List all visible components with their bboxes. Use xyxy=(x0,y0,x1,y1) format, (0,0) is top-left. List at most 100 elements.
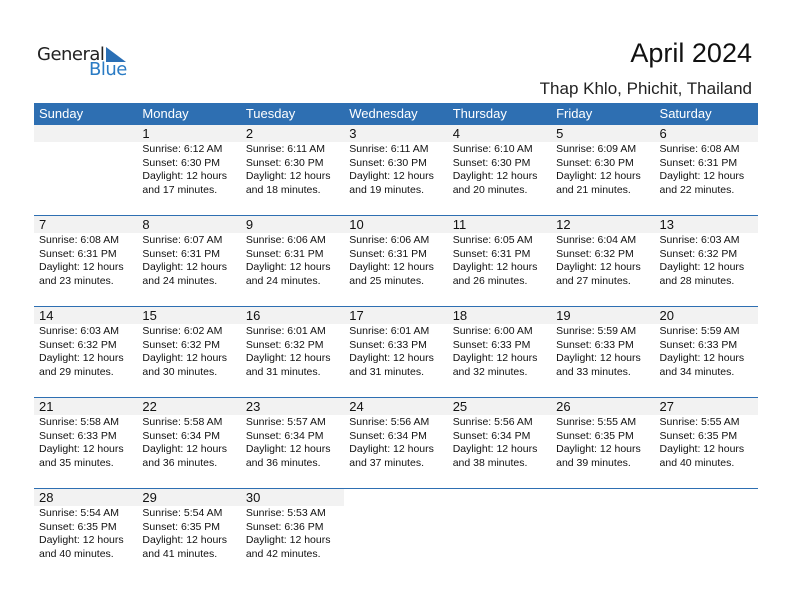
sunset-text: Sunset: 6:34 PM xyxy=(452,429,531,442)
sunrise-text: Sunrise: 6:08 AM xyxy=(39,234,119,246)
daylight2-text: and 42 minutes. xyxy=(245,547,321,560)
daylight2-text: and 31 minutes. xyxy=(349,365,424,378)
daylight2-text: and 21 minutes. xyxy=(556,183,631,196)
day-info: Sunrise: 6:00 AM Sunset: 6:33 PM Daylight:… xyxy=(448,324,551,379)
day-info: Sunrise: 5:55 AM Sunset: 6:35 PM Daylight:… xyxy=(551,415,654,470)
day-cell: 5 Sunrise: 6:09 AM Sunset: 6:30 PM Daylight… xyxy=(551,125,655,215)
daylight2-text: and 30 minutes. xyxy=(142,365,218,378)
day-cell: 23 Sunrise: 5:57 AM Sunset: 6:34 PM Dayligh… xyxy=(240,398,345,488)
sunrise-text: Sunrise: 6:05 AM xyxy=(452,234,533,246)
day-number: 1 xyxy=(137,125,241,142)
day-number: 14 xyxy=(34,307,138,324)
day-info: Sunrise: 6:05 AM Sunset: 6:31 PM Daylight:… xyxy=(448,233,551,288)
generalblue-logo: General Blue xyxy=(37,44,132,80)
day-cell: 14 Sunrise: 6:03 AM Sunset: 6:32 PM Dayligh… xyxy=(34,307,138,397)
day-cell: 6 Sunrise: 6:08 AM Sunset: 6:31 PM Daylight… xyxy=(654,125,758,215)
daylight2-text: and 37 minutes. xyxy=(349,456,424,469)
logo-text-general: General xyxy=(37,44,105,65)
day-number: 15 xyxy=(137,307,241,324)
sunrise-text: Sunrise: 6:00 AM xyxy=(452,325,533,337)
day-number: 23 xyxy=(240,398,345,415)
day-number: 26 xyxy=(551,398,655,415)
sunset-text: Sunset: 6:33 PM xyxy=(659,338,738,351)
daylight1-text: Daylight: 12 hours xyxy=(142,261,228,273)
daylight2-text: and 39 minutes. xyxy=(556,456,631,469)
sunrise-text: Sunrise: 6:03 AM xyxy=(659,234,740,246)
day-cell: 29 Sunrise: 5:54 AM Sunset: 6:35 PM Dayligh… xyxy=(137,489,241,579)
sunset-text: Sunset: 6:35 PM xyxy=(142,520,221,533)
weeks: 1 Sunrise: 6:12 AM Sunset: 6:30 PM Daylight… xyxy=(34,125,758,579)
day-info: Sunrise: 6:06 AM Sunset: 6:31 PM Daylight:… xyxy=(241,233,344,288)
daylight2-text: and 28 minutes. xyxy=(659,274,735,287)
day-number: 19 xyxy=(551,307,655,324)
weekday-sunday: Sunday xyxy=(39,106,84,121)
day-number: 17 xyxy=(344,307,448,324)
day-info: Sunrise: 6:12 AM Sunset: 6:30 PM Daylight:… xyxy=(137,142,240,197)
day-cell: 21 Sunrise: 5:58 AM Sunset: 6:33 PM Dayligh… xyxy=(34,398,138,488)
sunrise-text: Sunrise: 6:07 AM xyxy=(142,234,223,246)
daylight2-text: and 17 minutes. xyxy=(142,183,218,196)
daylight2-text: and 19 minutes. xyxy=(349,183,424,196)
day-number xyxy=(344,489,447,506)
sunset-text: Sunset: 6:31 PM xyxy=(659,156,738,169)
sunrise-text: Sunrise: 5:59 AM xyxy=(659,325,740,337)
sunrise-text: Sunrise: 6:12 AM xyxy=(142,143,223,155)
week-row: 14 Sunrise: 6:03 AM Sunset: 6:32 PM Dayligh… xyxy=(34,306,758,397)
day-info: Sunrise: 6:10 AM Sunset: 6:30 PM Daylight:… xyxy=(448,142,551,197)
day-cell: 8 Sunrise: 6:07 AM Sunset: 6:31 PM Daylight… xyxy=(137,216,241,306)
sunrise-text: Sunrise: 6:09 AM xyxy=(556,143,637,155)
day-number: 6 xyxy=(654,125,758,142)
daylight2-text: and 36 minutes. xyxy=(245,456,321,469)
sunset-text: Sunset: 6:30 PM xyxy=(452,156,531,169)
sunset-text: Sunset: 6:30 PM xyxy=(556,156,634,169)
day-info: Sunrise: 5:59 AM Sunset: 6:33 PM Daylight:… xyxy=(655,324,758,379)
daylight2-text: and 23 minutes. xyxy=(39,274,114,287)
day-number xyxy=(448,489,551,506)
day-cell: 26 Sunrise: 5:55 AM Sunset: 6:35 PM Dayligh… xyxy=(551,398,655,488)
sunrise-text: Sunrise: 6:11 AM xyxy=(245,143,326,155)
day-number: 20 xyxy=(654,307,758,324)
daylight1-text: Daylight: 12 hours xyxy=(245,170,331,182)
sunrise-text: Sunrise: 6:01 AM xyxy=(349,325,430,337)
day-number: 25 xyxy=(447,398,552,415)
sunrise-text: Sunrise: 6:02 AM xyxy=(142,325,223,337)
sunset-text: Sunset: 6:32 PM xyxy=(659,247,738,260)
sunset-text: Sunset: 6:32 PM xyxy=(245,338,324,351)
day-cell xyxy=(34,125,138,215)
daylight1-text: Daylight: 12 hours xyxy=(245,443,331,455)
daylight2-text: and 33 minutes. xyxy=(556,365,631,378)
sunrise-text: Sunrise: 6:06 AM xyxy=(245,234,326,246)
sunrise-text: Sunrise: 6:03 AM xyxy=(39,325,119,337)
daylight2-text: and 40 minutes. xyxy=(659,456,735,469)
day-cell xyxy=(655,489,758,579)
day-info: Sunrise: 6:03 AM Sunset: 6:32 PM Daylight:… xyxy=(34,324,137,379)
sunset-text: Sunset: 6:33 PM xyxy=(452,338,531,351)
day-info: Sunrise: 5:55 AM Sunset: 6:35 PM Daylight:… xyxy=(655,415,758,470)
sunrise-text: Sunrise: 6:04 AM xyxy=(556,234,637,246)
day-cell: 16 Sunrise: 6:01 AM Sunset: 6:32 PM Dayligh… xyxy=(240,307,345,397)
location: Thap Khlo, Phichit, Thailand xyxy=(539,79,752,98)
daylight1-text: Daylight: 12 hours xyxy=(659,170,745,182)
sunset-text: Sunset: 6:30 PM xyxy=(349,156,427,169)
day-number: 10 xyxy=(344,216,448,233)
day-number: 5 xyxy=(551,125,655,142)
daylight2-text: and 32 minutes. xyxy=(452,365,528,378)
day-cell: 3 Sunrise: 6:11 AM Sunset: 6:30 PM Daylight… xyxy=(344,125,448,215)
sunset-text: Sunset: 6:33 PM xyxy=(349,338,427,351)
daylight1-text: Daylight: 12 hours xyxy=(556,352,641,364)
sunset-text: Sunset: 6:31 PM xyxy=(245,247,324,260)
day-cell: 28 Sunrise: 5:54 AM Sunset: 6:35 PM Dayligh… xyxy=(34,489,138,579)
daylight2-text: and 22 minutes. xyxy=(659,183,735,196)
daylight2-text: and 40 minutes. xyxy=(39,547,114,560)
daylight2-text: and 31 minutes. xyxy=(245,365,321,378)
daylight2-text: and 26 minutes. xyxy=(452,274,528,287)
daylight1-text: Daylight: 12 hours xyxy=(556,170,641,182)
sunrise-text: Sunrise: 5:56 AM xyxy=(452,416,533,428)
sunrise-text: Sunrise: 5:54 AM xyxy=(142,507,223,519)
day-info: Sunrise: 6:04 AM Sunset: 6:32 PM Daylight:… xyxy=(551,233,654,288)
day-number: 29 xyxy=(137,489,241,506)
sunrise-text: Sunrise: 5:55 AM xyxy=(659,416,740,428)
day-number: 16 xyxy=(240,307,345,324)
sunrise-text: Sunrise: 6:10 AM xyxy=(452,143,533,155)
daylight2-text: and 20 minutes. xyxy=(452,183,528,196)
